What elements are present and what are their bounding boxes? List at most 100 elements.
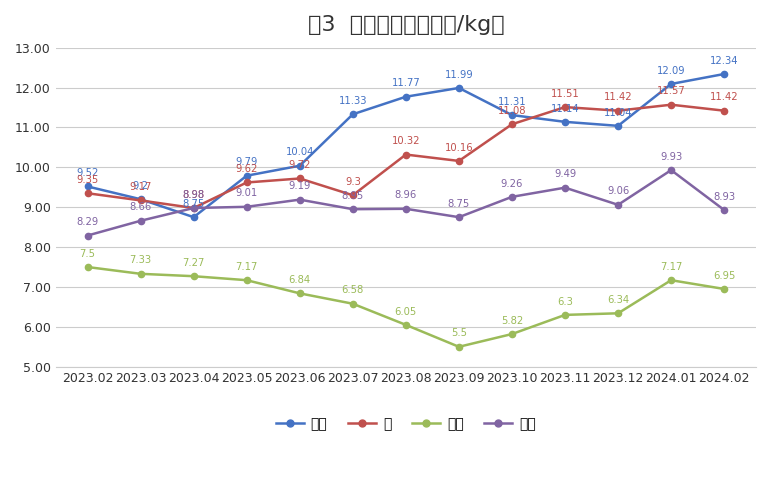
Text: 8.75: 8.75 — [448, 199, 470, 209]
Text: 9.26: 9.26 — [501, 178, 524, 188]
梨 — [666, 102, 675, 107]
香蕉 — [454, 214, 463, 220]
梨 — [401, 152, 410, 158]
Text: 9.72: 9.72 — [288, 160, 311, 170]
香蕉 — [189, 205, 198, 211]
Text: 8.29: 8.29 — [76, 217, 99, 227]
苹果 — [242, 172, 251, 178]
Title: 图3  部分水果价格（元/kg）: 图3 部分水果价格（元/kg） — [308, 15, 504, 35]
Text: 10.16: 10.16 — [445, 142, 473, 152]
苹果 — [454, 85, 463, 91]
香蕉 — [295, 196, 305, 202]
香蕉 — [242, 204, 251, 210]
Text: 9.2: 9.2 — [133, 181, 149, 191]
苹果 — [348, 112, 358, 117]
梨 — [561, 104, 570, 110]
Legend: 苹果, 梨, 西瓜, 香蕉: 苹果, 梨, 西瓜, 香蕉 — [271, 412, 541, 437]
西瓜 — [242, 277, 251, 283]
Text: 11.14: 11.14 — [550, 104, 579, 114]
香蕉 — [401, 206, 410, 212]
Text: 12.09: 12.09 — [657, 66, 685, 76]
Text: 9.19: 9.19 — [288, 182, 311, 192]
Text: 11.08: 11.08 — [498, 106, 527, 116]
Text: 6.58: 6.58 — [342, 286, 364, 296]
香蕉 — [348, 206, 358, 212]
西瓜 — [454, 344, 463, 350]
西瓜 — [189, 273, 198, 279]
Line: 西瓜: 西瓜 — [85, 264, 727, 350]
Text: 9.62: 9.62 — [235, 164, 258, 174]
Text: 9.3: 9.3 — [345, 177, 361, 187]
梨 — [719, 108, 729, 114]
Text: 6.95: 6.95 — [713, 270, 736, 280]
西瓜 — [561, 312, 570, 318]
苹果 — [295, 162, 305, 168]
梨 — [295, 176, 305, 182]
西瓜 — [83, 264, 93, 270]
香蕉 — [83, 232, 93, 238]
Text: 8.98: 8.98 — [183, 190, 205, 200]
苹果 — [666, 81, 675, 87]
香蕉 — [136, 218, 145, 224]
Text: 11.51: 11.51 — [550, 89, 579, 99]
梨 — [348, 192, 358, 198]
苹果 — [614, 123, 623, 129]
Text: 6.34: 6.34 — [607, 295, 629, 305]
Text: 9.17: 9.17 — [130, 182, 152, 192]
西瓜 — [614, 310, 623, 316]
梨 — [136, 198, 145, 203]
Line: 香蕉: 香蕉 — [85, 167, 727, 238]
Text: 11.42: 11.42 — [604, 92, 632, 102]
Text: 9.49: 9.49 — [554, 170, 576, 179]
Text: 9.06: 9.06 — [607, 186, 629, 196]
Text: 8.75: 8.75 — [183, 199, 205, 209]
西瓜 — [348, 300, 358, 306]
Text: 9.01: 9.01 — [236, 188, 258, 198]
苹果 — [719, 71, 729, 77]
Text: 11.77: 11.77 — [392, 78, 420, 88]
梨 — [614, 108, 623, 114]
Text: 6.05: 6.05 — [395, 306, 417, 316]
Text: 5.5: 5.5 — [451, 328, 467, 338]
苹果 — [561, 119, 570, 125]
Line: 苹果: 苹果 — [85, 71, 727, 221]
西瓜 — [136, 271, 145, 277]
Text: 9.35: 9.35 — [76, 175, 99, 185]
西瓜 — [401, 322, 410, 328]
梨 — [189, 205, 198, 211]
Text: 10.04: 10.04 — [285, 148, 314, 158]
Text: 9.52: 9.52 — [76, 168, 99, 178]
Text: 8.96: 8.96 — [395, 190, 417, 200]
Text: 11.57: 11.57 — [657, 86, 685, 97]
Text: 9.93: 9.93 — [660, 152, 682, 162]
苹果 — [83, 184, 93, 190]
Text: 8.93: 8.93 — [713, 192, 736, 202]
西瓜 — [666, 277, 675, 283]
Text: 9.79: 9.79 — [235, 158, 258, 168]
Text: 7.5: 7.5 — [79, 248, 96, 258]
梨 — [454, 158, 463, 164]
Text: 10.32: 10.32 — [392, 136, 420, 146]
Text: 5.82: 5.82 — [501, 316, 523, 326]
Text: 8.98: 8.98 — [183, 190, 205, 200]
Text: 11.04: 11.04 — [604, 108, 632, 118]
Line: 梨: 梨 — [85, 102, 727, 211]
Text: 7.27: 7.27 — [183, 258, 205, 268]
香蕉 — [719, 207, 729, 213]
梨 — [83, 190, 93, 196]
Text: 7.17: 7.17 — [235, 262, 258, 272]
香蕉 — [666, 167, 675, 173]
香蕉 — [507, 194, 517, 200]
Text: 7.33: 7.33 — [130, 256, 152, 266]
苹果 — [507, 112, 517, 118]
Text: 11.31: 11.31 — [497, 96, 527, 106]
梨 — [507, 121, 517, 127]
西瓜 — [719, 286, 729, 292]
Text: 8.66: 8.66 — [130, 202, 152, 212]
Text: 6.84: 6.84 — [288, 275, 311, 285]
苹果 — [189, 214, 198, 220]
苹果 — [401, 94, 410, 100]
香蕉 — [614, 202, 623, 208]
Text: 8.95: 8.95 — [342, 191, 364, 201]
Text: 11.33: 11.33 — [338, 96, 367, 106]
